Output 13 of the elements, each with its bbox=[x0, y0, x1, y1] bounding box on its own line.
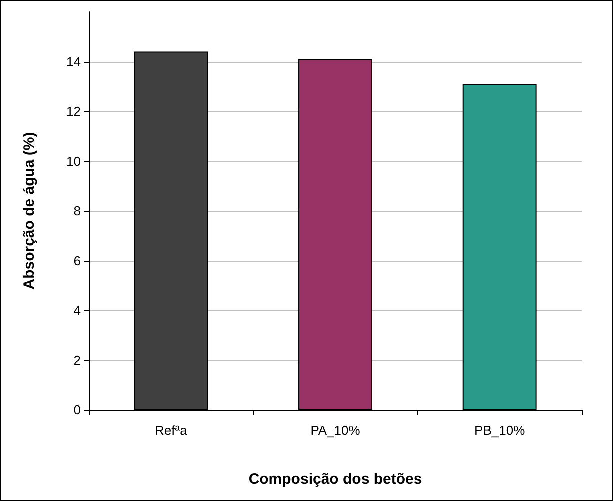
x-axis-title: Composição dos betões bbox=[248, 471, 422, 488]
x-tick-label: Refªa bbox=[155, 423, 188, 438]
x-tick-label: PB_10% bbox=[474, 423, 526, 438]
y-tick-label: 6 bbox=[74, 253, 81, 268]
y-tick-label: 8 bbox=[74, 204, 81, 218]
y-tick-label: 0 bbox=[74, 402, 81, 418]
y-tick-label: 10 bbox=[66, 154, 81, 169]
y-axis-title: Absorção de água (%) bbox=[21, 132, 38, 290]
y-tick-label: 2 bbox=[74, 352, 81, 368]
y-tick-label: 12 bbox=[66, 104, 81, 119]
y-tick-label: 4 bbox=[74, 303, 81, 318]
x-tick-label: PA_10% bbox=[310, 423, 361, 438]
y-tick-label: 14 bbox=[66, 54, 81, 70]
